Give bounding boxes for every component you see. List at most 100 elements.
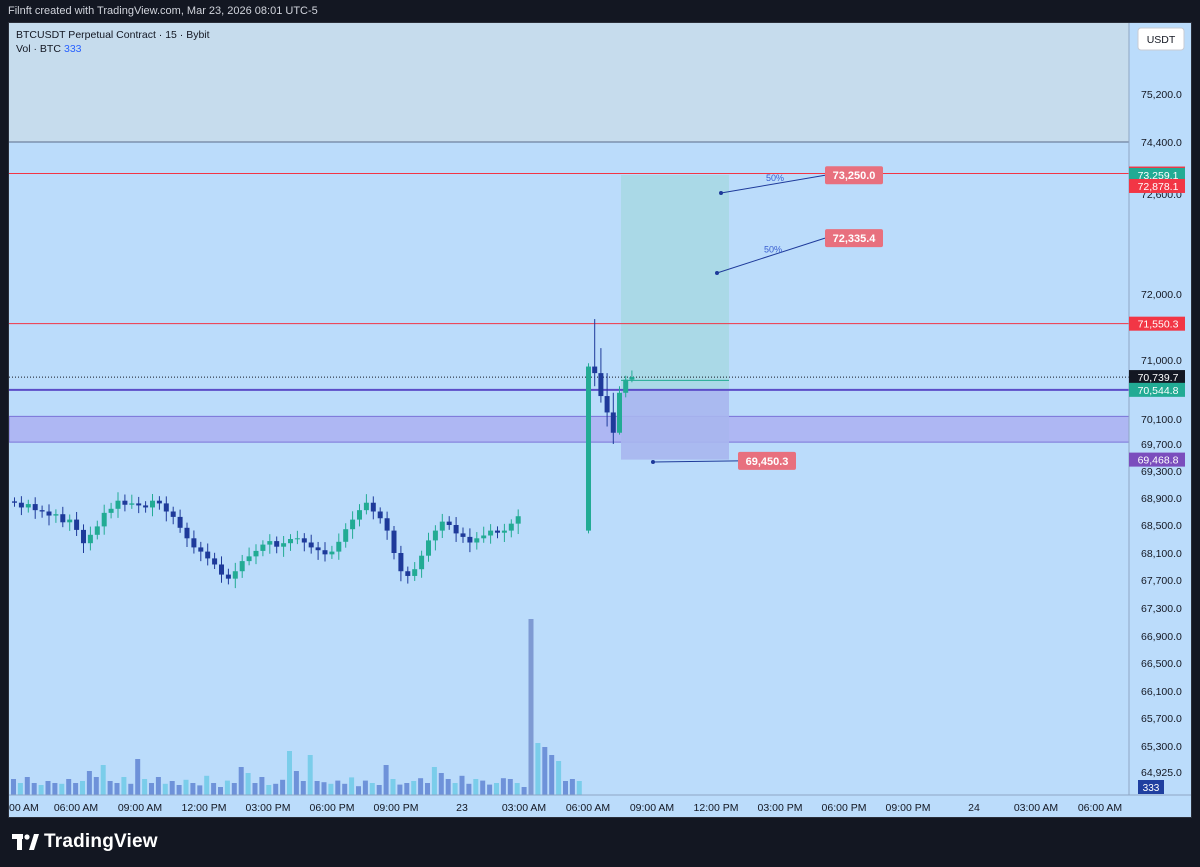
symbol-legend: BTCUSDT Perpetual Contract · 15 · Bybit [16, 29, 210, 41]
candle-body [501, 530, 507, 533]
candle-body [453, 525, 459, 534]
annotation-label-box [738, 451, 796, 470]
volume-bar [211, 783, 217, 795]
volume-bar [411, 781, 417, 795]
candle-body [343, 529, 349, 542]
candle-body [495, 530, 500, 533]
volume-bar [349, 777, 355, 795]
volume-bar [314, 781, 320, 795]
time-tick-label: 03:00 AM [1014, 802, 1058, 814]
candle-body [225, 574, 231, 579]
volume-bar [542, 747, 548, 795]
annotation-anchor-dot [651, 460, 655, 464]
candle-body [198, 547, 204, 552]
volume-bar [459, 775, 465, 795]
candle-body [384, 518, 390, 531]
volume-bar [204, 775, 210, 795]
annotation-label-text: 73,250.0 [833, 170, 876, 182]
volume-bar [356, 786, 361, 795]
volume-bar [521, 787, 527, 795]
candle-body [460, 533, 466, 537]
price-tick-label: 69,300.0 [1141, 466, 1182, 478]
candle-body [253, 550, 259, 557]
price-tick-label: 67,700.0 [1141, 575, 1182, 587]
candle-body [322, 550, 328, 555]
annotation-label-box [825, 166, 883, 185]
candle-body [439, 521, 445, 531]
candle-body [232, 571, 238, 579]
currency-button [1137, 27, 1185, 51]
candle-body [329, 551, 335, 555]
price-tick-label: 67,300.0 [1141, 603, 1182, 615]
candle-body [25, 504, 31, 508]
price-axis-label [1129, 452, 1185, 467]
candle-body [143, 505, 149, 508]
candle-body [592, 366, 598, 374]
annotation-label-text: 72,335.4 [833, 233, 877, 245]
candle-body [150, 500, 155, 508]
volume-bar [569, 779, 575, 795]
time-axis [9, 795, 1191, 817]
candle-body [363, 502, 369, 511]
volume-bar [73, 783, 79, 795]
candle-body [515, 516, 521, 524]
volume-bar [280, 779, 286, 795]
candle-body [294, 538, 300, 540]
volume-bar [80, 781, 85, 795]
annotation-leader-line [652, 460, 739, 463]
candle-body [163, 503, 169, 512]
volume-bar [397, 784, 403, 795]
volume-bar [549, 755, 555, 795]
candle-body [67, 519, 73, 523]
volume-bar [266, 785, 272, 795]
time-tick-label: 03:00 AM [502, 802, 546, 814]
price-tick-label: 66,500.0 [1141, 658, 1182, 670]
time-tick-label: 12:00 PM [694, 802, 739, 814]
volume-badge [1138, 780, 1164, 794]
candle-body [617, 392, 622, 433]
candle-body [115, 500, 121, 509]
candle-body [281, 543, 287, 547]
time-tick-label: 09:00 PM [374, 802, 419, 814]
time-tick-label: 12:00 PM [182, 802, 227, 814]
price-tick-label: 68,500.0 [1141, 520, 1182, 532]
candle-body [60, 514, 66, 523]
volume-bar [528, 619, 534, 795]
volume-bar [383, 765, 389, 795]
annotation-percent-text: 50% [766, 173, 784, 183]
candle-body [481, 535, 487, 539]
volume-bar [563, 781, 568, 795]
annotation-anchor-dot [715, 271, 719, 275]
candle-body [46, 511, 52, 516]
volume-bar [328, 783, 334, 795]
annotation-leader-line [720, 174, 826, 194]
volume-bar [362, 780, 368, 795]
time-tick-label: 06:00 PM [822, 802, 867, 814]
price-axis-label-text: 71,550.3 [1138, 319, 1179, 331]
price-tick-label: 68,100.0 [1141, 548, 1182, 560]
tradingview-brand[interactable]: TradingView [12, 828, 158, 856]
candle-body [301, 538, 307, 543]
top-range-band [9, 23, 1129, 142]
candle-body [629, 377, 635, 380]
candle-body [219, 564, 224, 575]
time-tick-label: 06:00 AM [1078, 802, 1122, 814]
volume-bar [176, 785, 182, 795]
price-axis-label-text: 72,878.1 [1138, 181, 1179, 193]
price-axis-label-text: 70,544.8 [1138, 385, 1179, 397]
candle-body [136, 503, 142, 506]
candle-body [432, 530, 438, 541]
price-axis [1129, 23, 1191, 795]
volume-bar [480, 780, 486, 795]
volume-bar [321, 782, 327, 795]
position-stop-area [621, 389, 729, 460]
candle-body [177, 516, 183, 528]
volume-bar [466, 783, 472, 795]
chart-area[interactable]: 73,250.0 50% 72,335.4 50% 69,450.3 64,925.0 65… [8, 22, 1192, 818]
candle-body [274, 541, 280, 547]
volume-bar [335, 780, 341, 795]
price-tick-label: 75,200.0 [1141, 89, 1182, 101]
currency-button-label: USDT [1147, 34, 1176, 46]
candlestick-chart[interactable]: 73,250.0 50% 72,335.4 50% 69,450.3 64,925.0 65… [9, 23, 1192, 818]
price-tick-label: 74,400.0 [1141, 137, 1182, 149]
